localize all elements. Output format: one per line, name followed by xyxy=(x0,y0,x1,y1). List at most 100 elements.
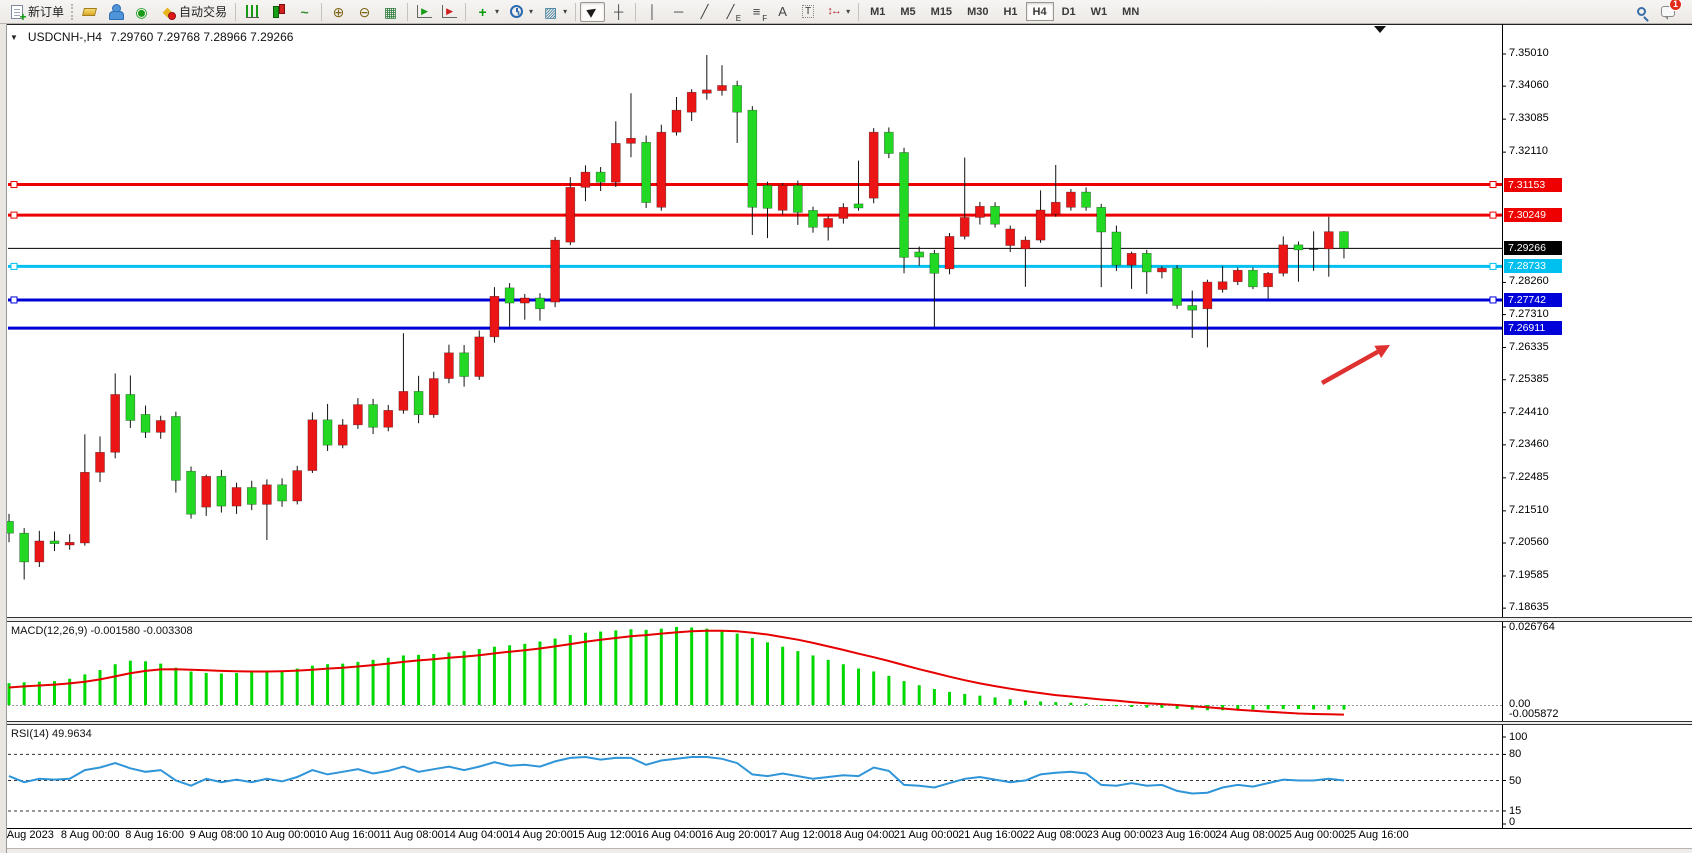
chart-candles-button[interactable] xyxy=(266,2,291,22)
text-tool-button[interactable]: A xyxy=(770,2,795,22)
auto-scroll-button[interactable]: ▶ xyxy=(412,2,436,22)
time-axis-label: 16 Aug 04:00 xyxy=(636,829,702,841)
chevron-down-icon: ▾ xyxy=(563,7,568,16)
toolbar-separator xyxy=(635,2,637,21)
timeframe-MN[interactable]: MN xyxy=(1122,5,1140,18)
window-bottom-border xyxy=(0,848,1692,853)
periods-button[interactable]: ▾ xyxy=(504,2,537,22)
trendline-tool-button[interactable]: ╱ xyxy=(692,2,717,22)
ohlc-values: 7.29760 7.29768 7.28966 7.29266 xyxy=(109,30,294,44)
timeframe-M1[interactable]: M1 xyxy=(870,5,886,18)
cursor-tool-button[interactable] xyxy=(580,1,606,22)
label-tool-button[interactable]: T xyxy=(796,2,820,22)
time-axis-label: 23 Aug 00:00 xyxy=(1086,829,1152,841)
rsi-axis-tick: 0 xyxy=(1509,816,1516,828)
price-line-label: 7.27742 xyxy=(1504,292,1562,307)
vline-tool-button[interactable]: │ xyxy=(640,2,665,22)
signal-icon: ◉ xyxy=(135,3,148,20)
price-axis-tick: 7.23460 xyxy=(1509,437,1549,450)
bar-chart-icon xyxy=(246,5,260,18)
time-axis-label: 10 Aug 00:00 xyxy=(250,829,316,841)
price-line-label: 7.29266 xyxy=(1504,241,1562,256)
toolbar-separator xyxy=(465,2,467,21)
time-axis-label: 15 Aug 12:00 xyxy=(572,829,638,841)
rsi-axis-tick: 15 xyxy=(1509,804,1522,817)
hline-object-7.30249[interactable] xyxy=(8,211,1502,219)
gold-ingot-icon xyxy=(82,7,98,16)
community-button[interactable] xyxy=(103,2,128,22)
zoom-in-button[interactable]: ⊕ xyxy=(326,2,351,22)
rsi-axis-tick: 100 xyxy=(1509,731,1528,743)
toolbar-grip xyxy=(71,3,74,20)
chart-line-button[interactable]: ~ xyxy=(292,2,317,22)
price-axis-tick: 7.33085 xyxy=(1509,112,1549,125)
search-icon xyxy=(1637,7,1646,16)
symbol-dropdown-icon[interactable]: ▼ xyxy=(10,32,18,42)
chevron-down-icon: ▾ xyxy=(846,7,851,16)
vertical-line-icon: │ xyxy=(648,4,657,19)
crosshair-tool-button[interactable]: ┼ xyxy=(606,2,631,22)
candlesticks xyxy=(4,55,1349,580)
price-axis-tick: 7.19585 xyxy=(1509,568,1549,581)
chart-shift-marker[interactable] xyxy=(1374,26,1386,33)
market-button[interactable] xyxy=(77,2,102,22)
channel-icon: ╱ E xyxy=(726,4,742,23)
timeframe-M5[interactable]: M5 xyxy=(900,5,916,18)
text-icon: A xyxy=(778,4,787,19)
arrows-tool-button[interactable]: ↕↔ ▾ xyxy=(821,2,854,22)
zoom-out-icon: ⊖ xyxy=(358,3,371,20)
trendline-icon: ╱ xyxy=(700,4,709,19)
annotation-arrow[interactable] xyxy=(1320,345,1390,385)
time-axis-label: 14 Aug 04:00 xyxy=(443,829,509,841)
chat-icon xyxy=(1660,6,1675,20)
price-axis-tick: 7.20560 xyxy=(1509,535,1549,548)
chart-shift-icon: ▶ xyxy=(441,5,457,18)
rsi-line xyxy=(8,755,1345,795)
timeframe-H1[interactable]: H1 xyxy=(1003,5,1018,18)
timeframe-M15[interactable]: M15 xyxy=(930,5,953,18)
time-axis-label: 21 Aug 00:00 xyxy=(893,829,959,841)
chart-svg xyxy=(0,24,1692,853)
indicators-button[interactable]: + ▾ xyxy=(470,2,503,22)
hline-object-7.27742[interactable] xyxy=(8,296,1502,304)
chart-canvas[interactable] xyxy=(0,24,1692,858)
hline-tool-button[interactable]: ─ xyxy=(666,2,691,22)
price-line-label: 7.26911 xyxy=(1504,321,1562,336)
fibonacci-icon: ≡ F xyxy=(752,4,768,23)
new-order-label: 新订单 xyxy=(28,5,65,19)
price-axis-tick: 7.18635 xyxy=(1509,601,1549,614)
templates-button[interactable]: ▨ ▾ xyxy=(538,2,571,22)
time-axis-label: 23 Aug 16:00 xyxy=(1150,829,1216,841)
toolbar-separator xyxy=(858,2,860,21)
channel-tool-button[interactable]: ╱ E xyxy=(718,2,743,23)
price-axis-tick: 7.27310 xyxy=(1509,307,1549,320)
horizontal-line-icon: ─ xyxy=(673,4,684,19)
timeframe-H4[interactable]: H4 xyxy=(1025,2,1054,21)
timeframe-W1[interactable]: W1 xyxy=(1090,5,1108,18)
rsi-axis-tick: 50 xyxy=(1509,774,1522,787)
time-axis-label: 25 Aug 16:00 xyxy=(1343,829,1409,841)
fibonacci-tool-button[interactable]: ≡ F xyxy=(744,2,769,23)
hline-object-7.28733[interactable] xyxy=(8,262,1502,270)
signals-button[interactable]: ◉ xyxy=(129,2,154,22)
timeframe-M30[interactable]: M30 xyxy=(967,5,989,18)
zoom-out-button[interactable]: ⊖ xyxy=(352,2,377,22)
tile-windows-button[interactable]: ▦ xyxy=(378,2,403,22)
notifications-button[interactable]: 1 xyxy=(1655,0,1682,22)
new-order-button[interactable]: 新订单 xyxy=(4,2,68,23)
chart-bars-button[interactable] xyxy=(240,2,265,22)
toolbar-separator xyxy=(407,2,409,21)
price-axis-tick: 7.21510 xyxy=(1509,503,1549,516)
indicators-icon: + xyxy=(478,3,487,20)
chart-shift-button[interactable]: ▶ xyxy=(437,2,461,22)
tile-windows-icon: ▦ xyxy=(383,3,398,20)
time-axis-label: 10 Aug 16:00 xyxy=(315,829,380,841)
cursor-icon xyxy=(586,5,599,18)
crosshair-icon: ┼ xyxy=(613,4,624,19)
search-button[interactable] xyxy=(1629,2,1654,22)
time-axis-label: 16 Aug 20:00 xyxy=(700,829,766,841)
notification-badge: 1 xyxy=(1669,0,1682,11)
autotrade-button[interactable]: ◆ 自动交易 xyxy=(155,2,231,22)
timeframe-D1[interactable]: D1 xyxy=(1061,5,1076,18)
price-axis-tick: 7.26335 xyxy=(1509,340,1549,353)
